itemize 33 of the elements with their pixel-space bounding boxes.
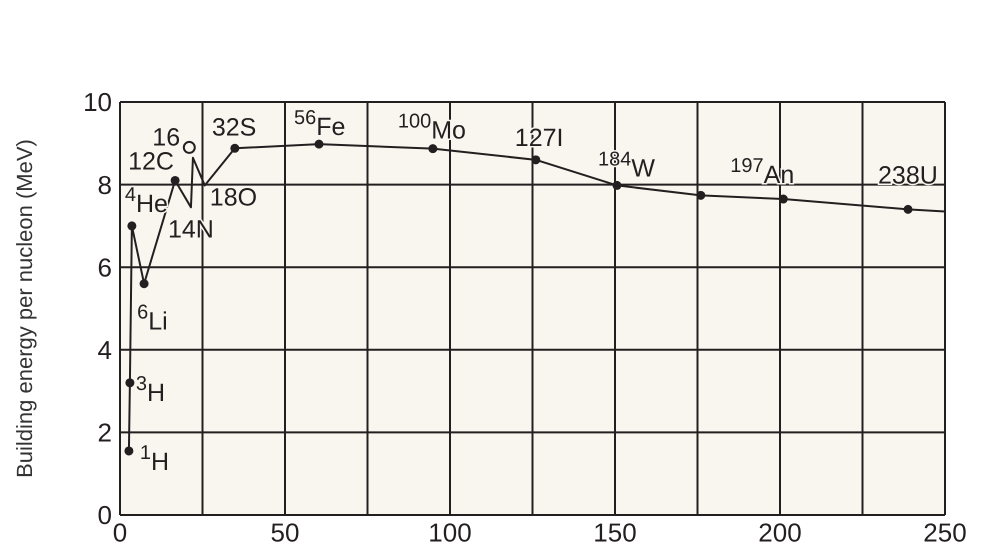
point — [612, 180, 622, 190]
y-axis-title: Building energy per nucleon (MeV) — [12, 139, 37, 478]
point — [428, 144, 438, 154]
point — [127, 221, 136, 230]
annotation: $^{4}$He — [124, 184, 168, 218]
point — [170, 176, 180, 185]
point — [125, 378, 134, 388]
x-tick-label: 150 — [593, 517, 637, 548]
point — [531, 155, 540, 164]
annotation: 18O — [210, 183, 258, 212]
annotation: $^{3}$H — [136, 372, 166, 407]
point — [314, 140, 324, 149]
y-tick-label: 2 — [98, 418, 112, 448]
point — [124, 446, 134, 456]
annotation: $^{56}$Fe — [294, 107, 346, 142]
annotation: 32S — [212, 113, 256, 142]
x-tick-label: 50 — [270, 517, 300, 548]
annotation: 238U — [878, 161, 938, 190]
point — [904, 204, 913, 214]
point — [696, 190, 706, 200]
point — [140, 279, 149, 288]
y-tick-label: 6 — [98, 252, 112, 282]
point — [182, 140, 196, 154]
x-tick-label: 250 — [923, 517, 967, 548]
y-tick-label: 10 — [83, 87, 112, 118]
x-tick-label: 200 — [758, 517, 802, 548]
point — [230, 144, 240, 153]
point — [778, 194, 788, 204]
annotation: $^{6}$Li — [137, 302, 168, 336]
x-tick-label: 100 — [428, 517, 472, 548]
y-tick-label: 4 — [98, 335, 112, 366]
y-tick-label: 8 — [98, 170, 112, 200]
annotation: $^{1}$H — [140, 442, 170, 476]
